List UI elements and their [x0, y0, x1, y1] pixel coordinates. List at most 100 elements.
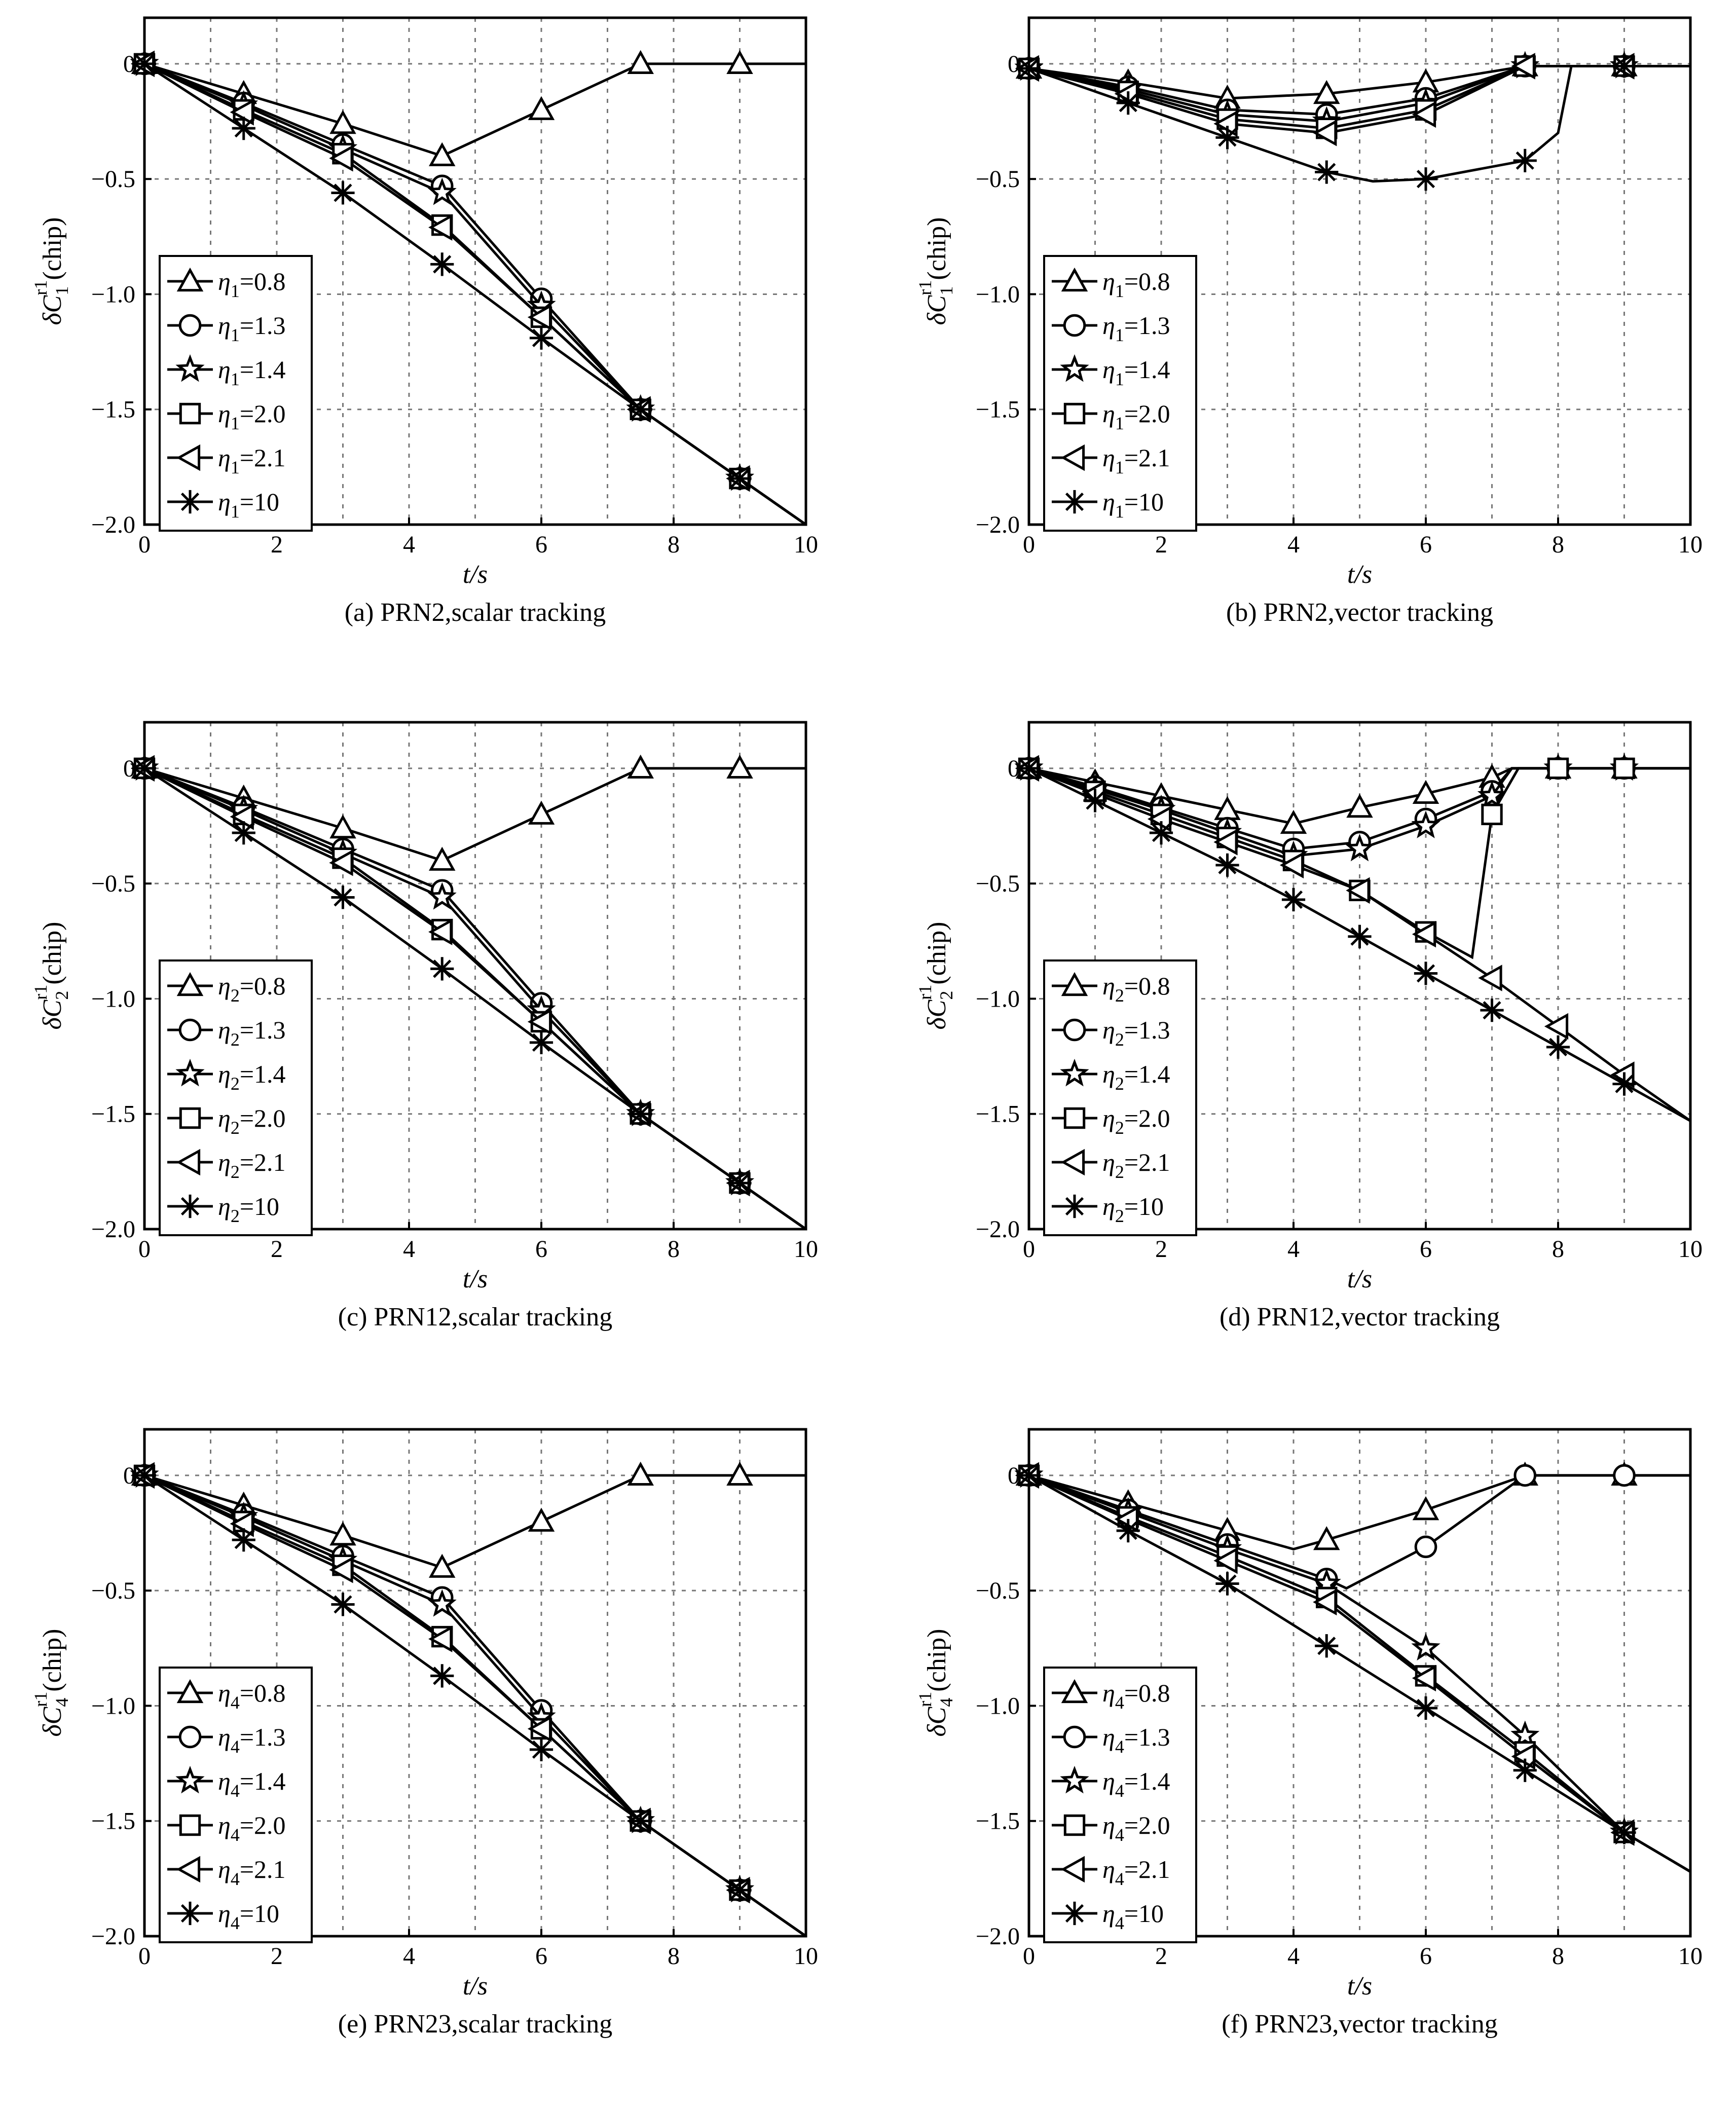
- legend-entry: η2=2.1: [167, 1148, 286, 1182]
- x-tick-label: 2: [271, 1236, 283, 1263]
- data-point-triangle: [1280, 809, 1307, 834]
- y-tick-label: −1.0: [976, 1692, 1020, 1719]
- data-point-lefttri: [1412, 920, 1436, 948]
- data-point-asterisk: [1414, 167, 1438, 191]
- legend-entry: η1=10: [1052, 488, 1164, 522]
- legend-marker-lefttri: [1060, 1856, 1085, 1883]
- legend-entry: η2=1.4: [1052, 1058, 1170, 1094]
- legend-label: η4=0.8: [1102, 1679, 1170, 1713]
- x-tick-label: 2: [271, 531, 283, 558]
- legend-marker-asterisk: [1062, 1194, 1087, 1218]
- data-point-asterisk: [1083, 789, 1107, 812]
- legend-entry: η1=10: [167, 488, 279, 522]
- legend-entry: η1=2.0: [167, 399, 286, 433]
- data-point-lefttri: [428, 918, 453, 945]
- series-line: [143, 1474, 807, 1938]
- legend-label: η4=2.1: [1102, 1855, 1170, 1889]
- legend-entry: η2=2.0: [1052, 1104, 1170, 1138]
- data-point-lefttri: [329, 145, 353, 172]
- legend-box: [159, 255, 313, 532]
- legend-marker-triangle: [176, 267, 204, 292]
- data-point-triangle: [329, 814, 356, 839]
- data-point-triangle: [528, 800, 555, 825]
- x-tick-label: 10: [794, 531, 818, 558]
- legend-entry: η1=2.1: [1052, 443, 1170, 477]
- x-tick-label: 6: [1420, 1236, 1432, 1263]
- data-point-lefttri: [329, 849, 353, 876]
- y-axis-label: δC2r1(chip): [30, 921, 72, 1029]
- y-tick-label: −1.5: [91, 1101, 135, 1128]
- y-tick-label: −1.5: [976, 1101, 1020, 1128]
- legend-label: η1=2.0: [218, 399, 286, 433]
- y-tick-label: −2.0: [91, 1923, 135, 1950]
- chart-panel-a: 0 2 4 6 8 100−0.5−1.0−1.5−2.0η1=0.8η1=1.3η1=1…: [30, 16, 818, 627]
- data-point-asterisk: [1546, 1035, 1570, 1059]
- x-tick-label: 8: [668, 1943, 680, 1970]
- x-tick-label: 6: [1420, 1943, 1432, 1970]
- data-point-asterisk: [232, 117, 255, 140]
- legend-entry: η2=10: [1052, 1192, 1164, 1226]
- data-point-lefttri: [527, 1008, 552, 1035]
- legend-entry: η4=1.3: [1052, 1723, 1170, 1757]
- data-point-asterisk: [728, 1878, 752, 1902]
- data-point-asterisk: [232, 821, 255, 845]
- x-tick-label: 6: [535, 1236, 547, 1263]
- data-point-triangle: [726, 754, 753, 779]
- data-point-asterisk: [1513, 149, 1537, 172]
- series-asterisk: [132, 1463, 807, 1938]
- x-tick-label: 8: [1552, 1943, 1564, 1970]
- legend-marker-circle: [178, 1018, 202, 1042]
- plot-frame: [143, 1428, 807, 1938]
- legend: η2=0.8 η2=1.3 η2=1.4 η2=2.0 η2=2.1 η2=10: [159, 959, 313, 1236]
- data-point-triangle: [726, 50, 753, 75]
- legend-marker-star: [1060, 354, 1089, 382]
- chart-panel-d: 0 2 4 6 8 100−0.5−1.0−1.5−2.0η2=0.8η2=1.3η2=1…: [915, 721, 1703, 1332]
- x-tick-label: 0: [138, 1236, 151, 1263]
- data-point-triangle: [1412, 780, 1439, 804]
- x-axis-label: t/s: [463, 1265, 488, 1293]
- legend-label: η1=10: [218, 488, 279, 522]
- y-tick-label: −0.5: [91, 1577, 135, 1604]
- plot-frame: [1027, 16, 1692, 526]
- legend-marker-square: [179, 402, 201, 425]
- legend-label: η2=1.4: [218, 1060, 286, 1094]
- data-point-lefttri: [1478, 965, 1502, 991]
- legend-label: η4=2.0: [1102, 1811, 1170, 1845]
- data-point-star: [1345, 833, 1375, 862]
- legend: η4=0.8 η4=1.3 η4=1.4 η4=2.0 η4=2.1 η4=10: [159, 1667, 313, 1943]
- legend-entry: η4=2.0: [1052, 1811, 1170, 1845]
- data-point-lefttri: [1279, 852, 1304, 879]
- data-point-triangle: [528, 1507, 555, 1532]
- legend-marker-asterisk: [1062, 1901, 1087, 1926]
- legend-label: η4=1.3: [218, 1723, 286, 1757]
- legend-marker-circle: [1063, 1018, 1086, 1042]
- x-tick-label: 4: [403, 1943, 415, 1970]
- series-line: [144, 62, 806, 158]
- legend-label: η1=0.8: [218, 267, 286, 301]
- y-tick-label: −2.0: [91, 511, 135, 538]
- x-tick-label: 8: [668, 1236, 680, 1263]
- x-tick-label: 4: [1287, 1943, 1300, 1970]
- data-point-asterisk: [629, 397, 652, 421]
- panel-caption: (d) PRN12,vector tracking: [1220, 1303, 1500, 1332]
- data-point-asterisk: [1612, 54, 1636, 78]
- data-point-lefttri: [527, 1715, 552, 1743]
- legend-entry: η2=1.4: [167, 1058, 286, 1094]
- x-tick-label: 0: [138, 531, 151, 558]
- legend-entry: η1=1.4: [167, 354, 286, 389]
- y-tick-label: −0.5: [976, 166, 1020, 193]
- legend-marker-asterisk: [178, 490, 202, 514]
- legend-label: η4=2.0: [218, 1811, 286, 1845]
- legend-entry: η2=0.8: [167, 972, 286, 1006]
- legend-marker-triangle: [1061, 1679, 1088, 1704]
- legend-marker-star: [175, 1058, 205, 1087]
- data-point-asterisk: [1414, 961, 1438, 985]
- legend-marker-square: [179, 1107, 201, 1129]
- data-point-triangle: [627, 1461, 654, 1486]
- x-tick-label: 8: [1552, 531, 1564, 558]
- data-point-star: [1411, 810, 1440, 838]
- data-point-asterisk: [629, 1102, 652, 1126]
- legend-label: η4=1.4: [1102, 1767, 1170, 1801]
- legend-entry: η4=2.1: [167, 1855, 286, 1889]
- legend-label: η1=2.1: [218, 443, 286, 477]
